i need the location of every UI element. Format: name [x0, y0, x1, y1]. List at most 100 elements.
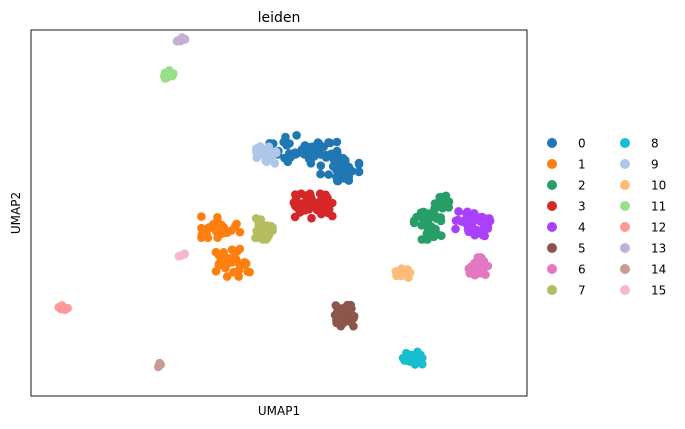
point-cluster-2: [437, 203, 446, 212]
legend-marker-13: [620, 243, 630, 253]
chart-title: leiden: [258, 10, 301, 26]
legend-marker-8: [620, 138, 630, 148]
point-cluster-1: [241, 259, 251, 268]
point-cluster-1: [204, 223, 213, 232]
point-cluster-1: [222, 254, 231, 263]
scatter-points: [54, 33, 495, 372]
point-cluster-1: [213, 221, 223, 231]
point-cluster-1: [245, 267, 254, 277]
point-cluster-5: [337, 306, 347, 316]
point-cluster-0: [328, 162, 338, 171]
point-cluster-1: [197, 223, 206, 233]
point-cluster-3: [316, 195, 326, 205]
point-cluster-3: [306, 192, 316, 201]
point-cluster-0: [279, 137, 289, 147]
point-cluster-6: [469, 269, 478, 279]
point-cluster-0: [333, 176, 343, 186]
point-cluster-4: [485, 216, 495, 226]
point-cluster-3: [328, 198, 337, 208]
point-cluster-0: [354, 167, 364, 176]
point-cluster-14: [155, 358, 164, 368]
point-cluster-3: [328, 211, 337, 221]
point-cluster-9: [260, 152, 270, 161]
point-cluster-9: [252, 153, 261, 163]
point-cluster-5: [341, 314, 351, 324]
point-cluster-2: [436, 213, 446, 222]
point-cluster-1: [197, 212, 206, 221]
point-cluster-1: [230, 222, 240, 231]
point-cluster-1: [221, 263, 230, 273]
point-cluster-8: [413, 347, 422, 357]
legend-label-1: 1: [578, 158, 586, 172]
point-cluster-6: [467, 262, 477, 271]
point-cluster-7: [255, 223, 265, 232]
point-cluster-4: [481, 224, 491, 233]
point-cluster-4: [473, 228, 482, 238]
legend-marker-11: [620, 201, 630, 211]
legend-marker-9: [620, 159, 630, 169]
legend-label-10: 10: [651, 179, 666, 193]
point-cluster-11: [160, 72, 169, 81]
legend-label-11: 11: [651, 200, 666, 214]
point-cluster-0: [324, 170, 333, 179]
point-cluster-0: [329, 155, 339, 164]
point-cluster-2: [429, 232, 439, 242]
point-cluster-1: [235, 227, 245, 237]
legend-marker-15: [620, 285, 630, 295]
point-cluster-10: [405, 268, 415, 278]
point-cluster-3: [291, 194, 301, 204]
point-cluster-0: [321, 153, 331, 162]
point-cluster-1: [227, 245, 237, 254]
point-cluster-6: [479, 256, 489, 266]
point-cluster-1: [234, 259, 244, 268]
point-cluster-4: [454, 207, 464, 216]
point-cluster-9: [270, 159, 280, 168]
legend-marker-6: [547, 264, 557, 274]
point-cluster-4: [467, 210, 477, 219]
point-cluster-3: [318, 206, 328, 215]
legend-label-6: 6: [578, 263, 586, 277]
point-cluster-7: [266, 222, 276, 231]
legend-marker-10: [620, 180, 630, 190]
point-cluster-2: [422, 235, 431, 244]
point-cluster-2: [417, 221, 426, 230]
point-cluster-4: [451, 224, 460, 234]
legend-label-9: 9: [651, 158, 659, 172]
legend-marker-3: [547, 201, 557, 211]
point-cluster-0: [347, 166, 357, 176]
point-cluster-1: [214, 259, 224, 268]
point-cluster-0: [286, 153, 295, 162]
y-axis-label: UMAP2: [9, 192, 23, 234]
legend-label-8: 8: [651, 137, 659, 151]
legend-label-2: 2: [578, 179, 586, 193]
legend-label-7: 7: [578, 284, 586, 298]
legend-marker-1: [547, 159, 557, 169]
point-cluster-1: [211, 267, 221, 276]
legend-marker-7: [547, 285, 557, 295]
point-cluster-2: [422, 209, 432, 218]
plot-frame: [30, 29, 528, 397]
point-cluster-15: [176, 251, 186, 260]
point-cluster-3: [304, 205, 314, 214]
point-cluster-9: [272, 148, 281, 158]
point-cluster-4: [462, 219, 472, 229]
legend-label-0: 0: [578, 137, 586, 151]
legend-label-13: 13: [651, 242, 666, 256]
point-cluster-4: [477, 212, 487, 222]
legend-marker-4: [547, 222, 557, 232]
legend-label-3: 3: [578, 200, 586, 214]
legend-marker-2: [547, 180, 557, 190]
x-axis-label: UMAP1: [258, 404, 300, 418]
point-cluster-1: [211, 247, 221, 257]
point-cluster-0: [307, 142, 317, 151]
legend-marker-14: [620, 264, 630, 274]
point-cluster-0: [308, 149, 318, 159]
legend-marker-5: [547, 243, 557, 253]
point-cluster-0: [354, 158, 364, 168]
point-cluster-1: [222, 272, 232, 281]
legend-marker-12: [620, 222, 630, 232]
point-cluster-6: [476, 269, 485, 278]
point-cluster-0: [316, 161, 326, 170]
point-cluster-8: [402, 348, 411, 358]
